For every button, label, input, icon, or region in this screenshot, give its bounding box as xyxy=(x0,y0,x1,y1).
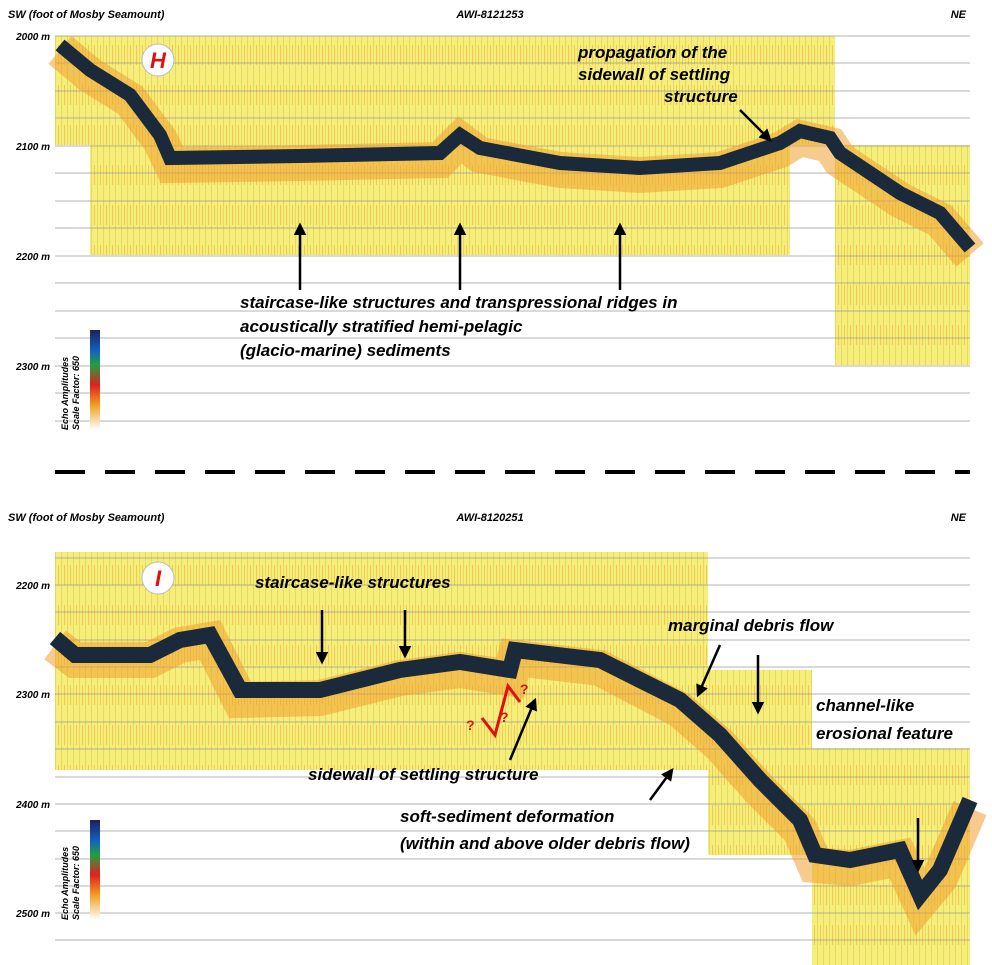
panel-badge xyxy=(141,561,175,595)
seafloor-reflector xyxy=(49,626,978,911)
depth-label: 2400 m xyxy=(15,800,50,811)
panel-i: SW (foot of Mosby Seamount) AWI-8120251 … xyxy=(8,512,987,965)
annotation: sidewall of settling xyxy=(578,65,731,84)
depth-label: 2300 m xyxy=(15,690,50,701)
colorbar-label: Echo Amplitudes xyxy=(60,847,70,920)
colorbar-label: Scale Factor: 650 xyxy=(71,846,81,920)
header-left: SW (foot of Mosby Seamount) xyxy=(8,9,165,21)
annotation: acoustically stratified hemi-pelagic xyxy=(240,317,523,336)
panel-badge xyxy=(141,43,175,77)
colorbar xyxy=(90,820,100,920)
echogram-background xyxy=(55,552,970,965)
colorbar xyxy=(90,330,100,430)
fault-question: ? xyxy=(500,709,509,725)
header-left: SW (foot of Mosby Seamount) xyxy=(8,512,165,524)
arrow xyxy=(739,109,772,142)
panel-letter: I xyxy=(155,566,162,591)
header-right: NE xyxy=(951,9,967,21)
fault-question: ? xyxy=(466,717,475,733)
header-center: AWI-8121253 xyxy=(455,9,523,21)
header-center: AWI-8120251 xyxy=(455,512,523,524)
arrow xyxy=(508,697,537,761)
header-right: NE xyxy=(951,512,967,524)
annotation: (within and above older debris flow) xyxy=(400,834,690,853)
fault-symbol xyxy=(480,682,522,739)
annotation: structure xyxy=(664,87,738,106)
annotation: marginal debris flow xyxy=(668,616,835,635)
annotation: soft-sediment deformation xyxy=(400,807,614,826)
depth-label: 2200 m xyxy=(15,581,50,592)
depth-label: 2500 m xyxy=(15,909,50,920)
arrow xyxy=(648,767,674,801)
annotation: channel-like xyxy=(816,696,914,715)
seafloor-reflector xyxy=(55,39,976,253)
annotation: (glacio-marine) sediments xyxy=(240,341,451,360)
annotation: staircase-like structures xyxy=(255,573,451,592)
arrow xyxy=(696,644,722,698)
echogram-background xyxy=(55,36,970,365)
annotation: staircase-like structures and transpress… xyxy=(240,293,677,312)
fault-question: ? xyxy=(520,681,529,697)
colorbar-label: Echo Amplitudes xyxy=(60,357,70,430)
depth-label: 2000 m xyxy=(15,32,50,43)
panel-letter: H xyxy=(150,48,167,73)
annotation: propagation of the xyxy=(577,43,727,62)
annotation: sidewall of settling structure xyxy=(308,765,539,784)
depth-label: 2200 m xyxy=(15,252,50,263)
annotation: erosional feature xyxy=(816,724,953,743)
colorbar-label: Scale Factor: 650 xyxy=(71,356,81,430)
depth-label: 2300 m xyxy=(15,362,50,373)
panel-h: SW (foot of Mosby Seamount) AWI-8121253 … xyxy=(8,9,984,474)
depth-label: 2100 m xyxy=(15,142,50,153)
